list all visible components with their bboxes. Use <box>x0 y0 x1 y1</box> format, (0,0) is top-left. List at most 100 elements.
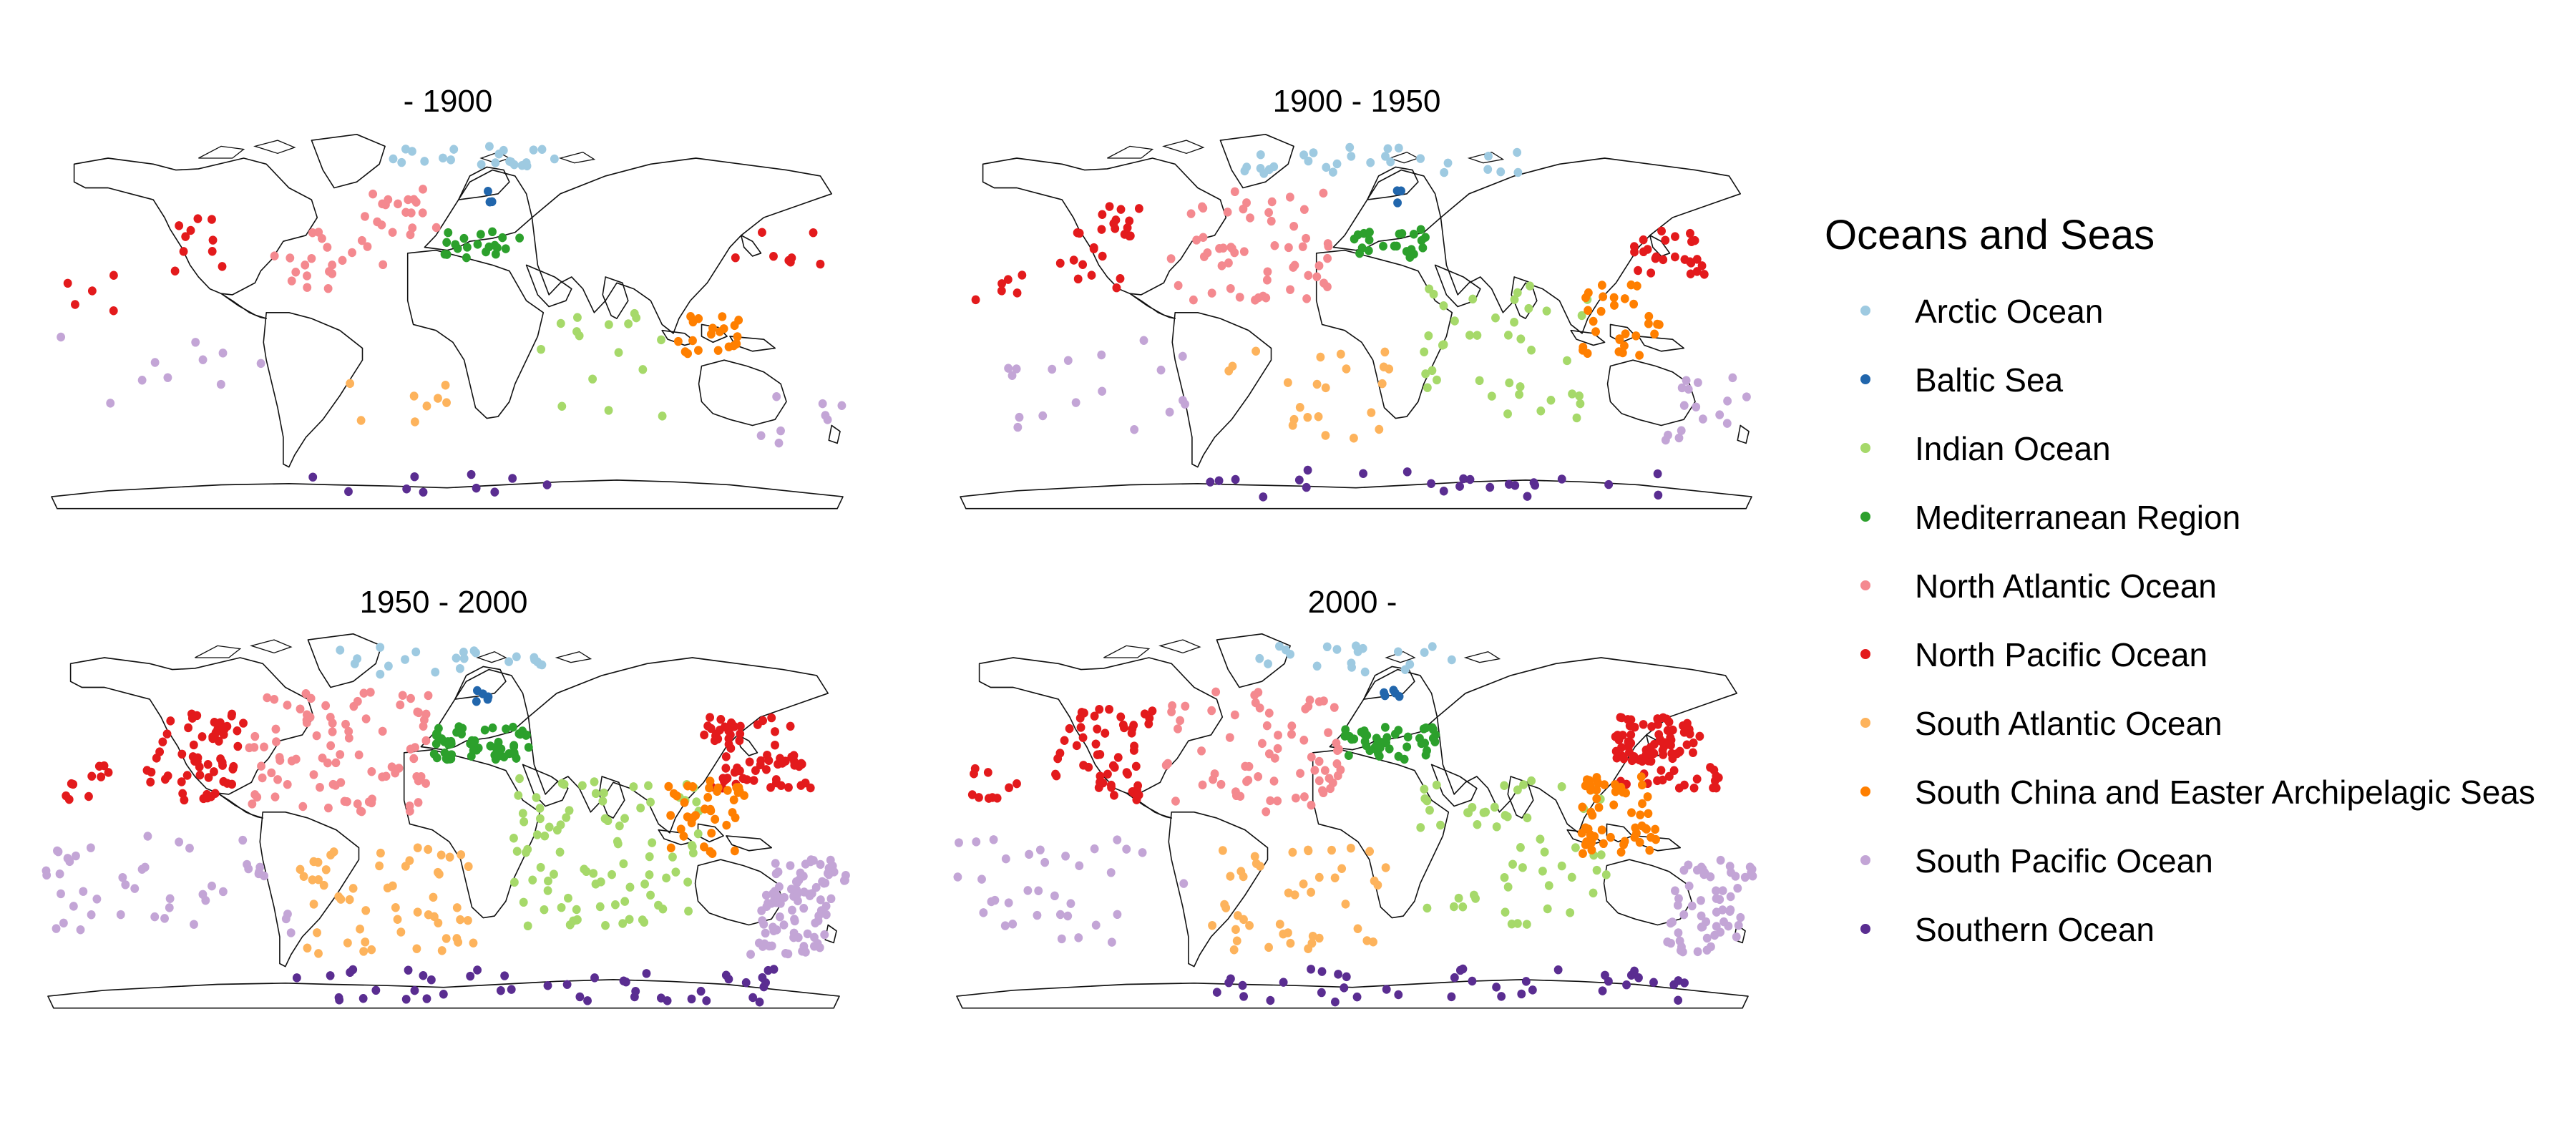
data-point <box>1667 938 1675 948</box>
data-point <box>557 401 567 411</box>
data-point <box>731 813 740 822</box>
data-point <box>1712 894 1721 903</box>
data-point <box>1712 922 1721 931</box>
data-point <box>729 795 738 805</box>
data-point <box>1429 289 1438 299</box>
points-npac <box>62 761 113 804</box>
data-point <box>1071 398 1080 407</box>
data-point <box>396 927 406 937</box>
data-point <box>1342 972 1351 982</box>
data-point <box>734 316 743 325</box>
data-point <box>565 806 574 815</box>
data-point <box>204 773 213 782</box>
data-point <box>314 949 323 958</box>
legend-label-satl: South Atlantic Ocean <box>1915 705 2223 742</box>
data-point <box>1310 766 1319 775</box>
legend-key-arctic <box>1860 306 1870 316</box>
data-point <box>1111 224 1120 233</box>
data-point <box>87 910 96 920</box>
data-point <box>1617 743 1626 752</box>
data-point <box>137 864 147 874</box>
data-point <box>1352 641 1360 651</box>
points-scs <box>1579 280 1664 360</box>
data-point <box>1468 294 1478 304</box>
data-point <box>591 789 600 799</box>
data-point <box>1358 643 1367 653</box>
data-point <box>1615 335 1624 344</box>
data-point <box>79 887 88 896</box>
points-south <box>308 469 552 497</box>
data-point <box>693 829 703 839</box>
data-point <box>577 781 587 790</box>
data-point <box>1712 886 1720 895</box>
data-point <box>557 902 566 912</box>
data-point <box>1740 872 1750 882</box>
data-point <box>1599 292 1608 301</box>
data-point <box>409 391 419 401</box>
data-point <box>1639 235 1648 245</box>
data-point <box>406 693 415 703</box>
data-point <box>1500 781 1509 791</box>
data-point <box>1264 708 1274 718</box>
data-point <box>336 895 346 904</box>
data-point <box>972 837 981 847</box>
data-point <box>515 774 524 784</box>
data-point <box>1677 383 1687 393</box>
data-point <box>439 153 447 163</box>
data-point <box>1317 988 1326 998</box>
world-coastline <box>51 133 844 510</box>
data-point <box>509 834 518 843</box>
data-point <box>519 897 528 907</box>
data-point <box>1402 467 1412 477</box>
data-point <box>394 199 402 209</box>
data-point <box>1634 973 1643 983</box>
data-point <box>368 794 376 804</box>
data-point <box>201 895 210 905</box>
data-point <box>793 889 802 899</box>
data-point <box>1231 787 1240 796</box>
data-point <box>1439 486 1448 496</box>
data-point <box>1254 772 1263 781</box>
data-point <box>309 857 318 867</box>
data-point <box>1491 313 1500 323</box>
data-point <box>997 286 1006 296</box>
legend-label-natl: North Atlantic Ocean <box>1915 567 2217 605</box>
data-point <box>1627 808 1636 817</box>
data-point <box>1592 776 1601 785</box>
data-point <box>331 758 341 768</box>
data-point <box>733 332 742 341</box>
data-point <box>646 797 655 807</box>
data-point <box>1702 933 1712 943</box>
data-point <box>42 866 51 876</box>
data-point <box>104 768 113 777</box>
data-point <box>1087 271 1096 280</box>
data-point <box>57 889 65 899</box>
data-point <box>354 750 364 760</box>
data-point <box>826 894 836 904</box>
data-point <box>1657 766 1666 775</box>
data-point <box>1575 391 1584 401</box>
data-point <box>1312 661 1322 671</box>
data-point <box>1078 260 1088 269</box>
points-spac <box>756 392 847 448</box>
data-point <box>683 349 692 359</box>
data-point <box>1484 151 1493 161</box>
data-point <box>1702 945 1712 955</box>
data-point <box>1578 802 1587 812</box>
data-point <box>1670 252 1679 262</box>
data-point <box>708 849 717 858</box>
data-point <box>410 985 419 995</box>
data-point <box>1093 724 1102 734</box>
data-point <box>1242 198 1251 208</box>
data-point <box>1557 781 1566 791</box>
data-point <box>631 986 640 996</box>
data-point <box>1226 872 1235 881</box>
data-point <box>721 764 731 773</box>
data-point <box>437 946 447 955</box>
data-point <box>1216 779 1226 789</box>
data-point <box>700 804 709 814</box>
data-point <box>76 925 85 935</box>
data-point <box>1455 965 1465 975</box>
data-point <box>1583 349 1592 359</box>
data-point <box>177 777 186 786</box>
